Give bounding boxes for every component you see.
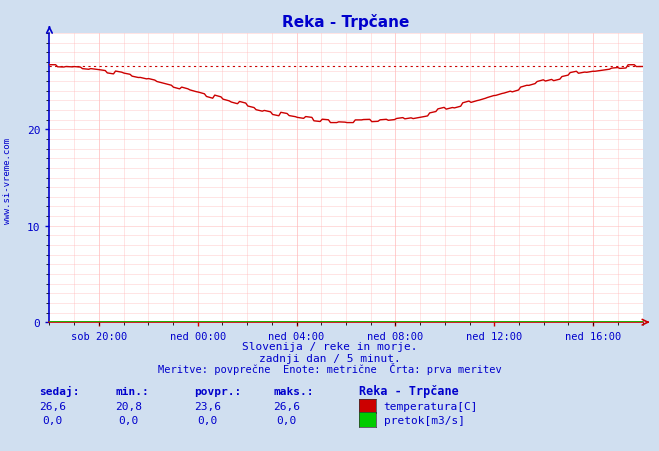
Text: povpr.:: povpr.: [194, 387, 242, 396]
Text: 20,8: 20,8 [115, 401, 142, 411]
Text: Reka - Trpčane: Reka - Trpčane [359, 385, 459, 398]
Text: 23,6: 23,6 [194, 401, 221, 411]
Text: 26,6: 26,6 [273, 401, 300, 411]
Text: sedaj:: sedaj: [40, 386, 80, 396]
Text: 0,0: 0,0 [277, 415, 297, 425]
Text: 0,0: 0,0 [119, 415, 138, 425]
Text: Meritve: povprečne  Enote: metrične  Črta: prva meritev: Meritve: povprečne Enote: metrične Črta:… [158, 362, 501, 374]
Text: zadnji dan / 5 minut.: zadnji dan / 5 minut. [258, 353, 401, 363]
Text: min.:: min.: [115, 387, 149, 396]
Text: temperatura[C]: temperatura[C] [384, 401, 478, 411]
Text: 26,6: 26,6 [40, 401, 66, 411]
Text: Slovenija / reke in morje.: Slovenija / reke in morje. [242, 341, 417, 351]
Title: Reka - Trpčane: Reka - Trpčane [282, 14, 410, 30]
Text: www.si-vreme.com: www.si-vreme.com [3, 138, 13, 223]
Text: 0,0: 0,0 [198, 415, 217, 425]
Text: pretok[m3/s]: pretok[m3/s] [384, 415, 465, 425]
Text: 0,0: 0,0 [43, 415, 63, 425]
Text: maks.:: maks.: [273, 387, 314, 396]
